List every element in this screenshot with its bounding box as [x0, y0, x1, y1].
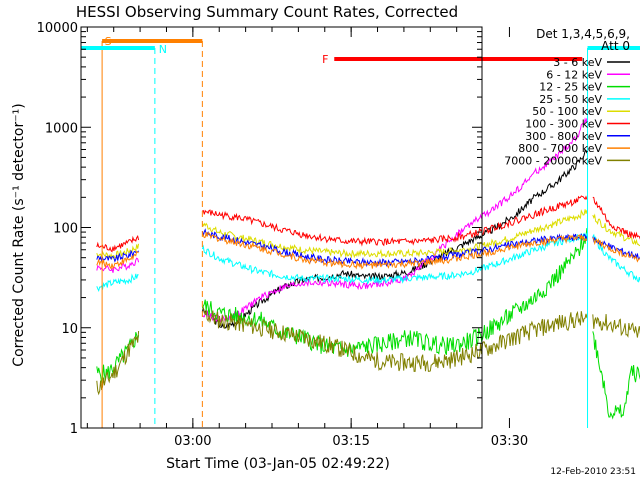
legend-item-25-50-kev: 25 - 50 keV — [539, 93, 630, 106]
series-800-7000-kev — [96, 231, 640, 270]
series-800-7000-kev-segment-1 — [96, 250, 139, 270]
y-axis-label: Corrected Count Rate (s⁻¹ detector⁻¹) — [11, 103, 27, 366]
series-12-25-kev-segment-3 — [592, 331, 640, 420]
series-3-6-kev-segment-2 — [201, 149, 588, 329]
series-100-300-kev-segment-1 — [96, 234, 140, 253]
timestamp: 12-Feb-2010 23:51 — [550, 467, 636, 477]
interval-f-label: F — [322, 53, 328, 66]
series-100-300-kev — [96, 195, 640, 253]
legend-label: 50 - 100 keV — [532, 105, 602, 118]
y-tick-label: 100 — [53, 222, 78, 237]
data-layer — [96, 117, 640, 420]
legend-label: 100 - 300 keV — [525, 118, 602, 131]
legend-header-line1: Det 1,3,4,5,6,9, — [536, 27, 630, 41]
legend-item-50-100-kev: 50 - 100 keV — [532, 105, 630, 118]
legend-header-line2: Att 0 — [601, 39, 630, 53]
legend-label: 25 - 50 keV — [539, 93, 602, 106]
y-tick-label: 10000 — [37, 21, 78, 36]
series-7000-20000-kev — [96, 307, 640, 396]
legend-label: 6 - 12 keV — [546, 68, 602, 81]
axis-layer: 03:0003:1503:3003:4504:0004:151101001000… — [37, 21, 529, 449]
legend-label: 300 - 800 keV — [525, 130, 602, 143]
legend-label: 3 - 6 keV — [553, 56, 602, 69]
y-tick-label: 10 — [61, 322, 78, 337]
y-tick-label: 1 — [70, 422, 78, 437]
series-300-800-kev-segment-2 — [201, 228, 588, 268]
plot-frame — [80, 26, 483, 429]
series-300-800-kev — [96, 228, 640, 268]
x-axis-label: Start Time (03-Jan-05 02:49:22) — [166, 456, 390, 472]
series-7000-20000-kev-segment-1 — [96, 330, 140, 396]
series-7000-20000-kev-segment-2 — [202, 307, 588, 372]
legend-label: 7000 - 20000 keV — [504, 154, 602, 167]
series-25-50-kev-segment-2 — [201, 232, 588, 285]
legend-item-7000-20000-kev: 7000 - 20000 keV — [504, 154, 630, 167]
interval-n-label: N — [159, 43, 167, 56]
legend-label: 12 - 25 keV — [539, 81, 602, 94]
x-tick-label: 03:15 — [332, 434, 369, 449]
chart-title: HESSI Observing Summary Count Rates, Cor… — [76, 3, 458, 21]
series-800-7000-kev-segment-3 — [592, 237, 640, 263]
legend-item-12-25-kev: 12 - 25 keV — [539, 81, 630, 94]
x-tick-label: 03:00 — [174, 434, 211, 449]
legend-item-300-800-kev: 300 - 800 keV — [525, 130, 630, 143]
interval-s-label: S — [105, 35, 112, 48]
series-100-300-kev-segment-2 — [202, 195, 588, 247]
series-7000-20000-kev-segment-3 — [592, 314, 640, 338]
series-800-7000-kev-segment-2 — [201, 231, 588, 270]
y-tick-label: 1000 — [45, 121, 78, 136]
series-6-12-kev — [96, 117, 588, 324]
legend-item-6-12-kev: 6 - 12 keV — [546, 68, 630, 81]
series-3-6-kev — [201, 149, 588, 329]
legend-item-3-6-kev: 3 - 6 keV — [553, 56, 630, 69]
series-50-100-kev-segment-3 — [592, 213, 640, 247]
series-50-100-kev — [96, 209, 640, 261]
x-tick-label: 03:30 — [491, 434, 528, 449]
series-25-50-kev-segment-1 — [96, 273, 139, 292]
legend-item-100-300-kev: 100 - 300 keV — [525, 118, 630, 131]
series-25-50-kev — [96, 232, 640, 292]
legend-label: 800 - 7000 keV — [518, 142, 602, 155]
series-6-12-kev-segment-1 — [96, 257, 140, 273]
series-25-50-kev-segment-3 — [592, 233, 640, 283]
series-100-300-kev-segment-3 — [592, 196, 640, 240]
legend-item-800-7000-kev: 800 - 7000 keV — [518, 142, 630, 155]
